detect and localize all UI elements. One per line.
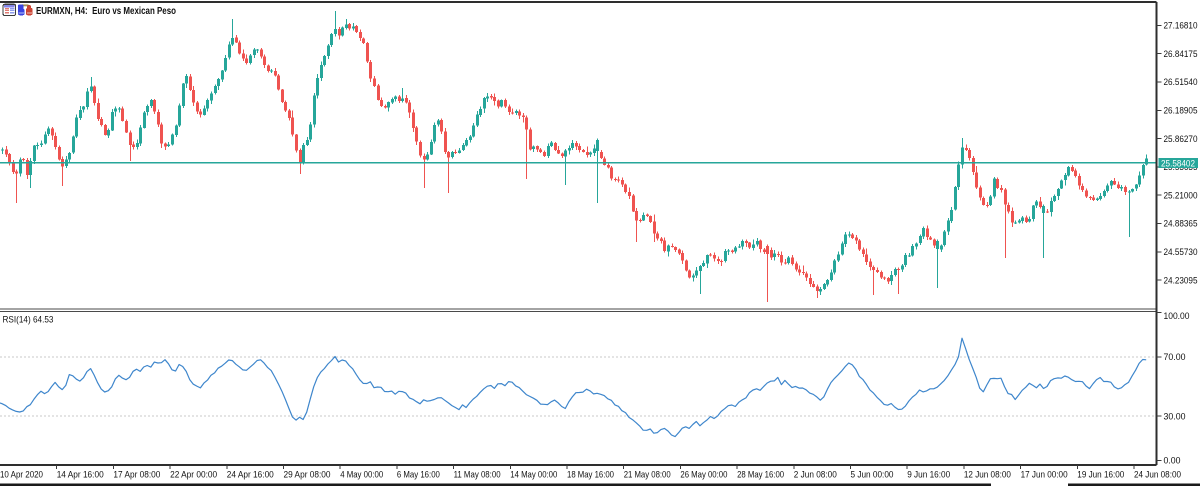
- svg-text:25.58402: 25.58402: [1161, 158, 1195, 168]
- svg-text:26.84175: 26.84175: [1164, 49, 1198, 59]
- svg-text:4 May 00:00: 4 May 00:00: [340, 470, 383, 480]
- svg-text:6 May 16:00: 6 May 16:00: [397, 470, 440, 480]
- svg-text:70.00: 70.00: [1164, 352, 1186, 362]
- svg-text:26.18905: 26.18905: [1164, 106, 1198, 116]
- svg-text:22 Apr 00:00: 22 Apr 00:00: [170, 470, 217, 480]
- svg-text:2 Jun 08:00: 2 Jun 08:00: [794, 470, 837, 480]
- svg-text:14 May 00:00: 14 May 00:00: [510, 470, 557, 480]
- svg-text:26 May 00:00: 26 May 00:00: [680, 470, 727, 480]
- svg-text:9 Jun 16:00: 9 Jun 16:00: [907, 470, 950, 480]
- svg-text:11 May 08:00: 11 May 08:00: [454, 470, 501, 480]
- svg-text:28 May 16:00: 28 May 16:00: [737, 470, 784, 480]
- svg-text:RSI(14) 64.53: RSI(14) 64.53: [3, 315, 54, 326]
- svg-text:25.86270: 25.86270: [1164, 134, 1198, 144]
- svg-text:27.16810: 27.16810: [1164, 21, 1198, 31]
- svg-text:100.00: 100.00: [1164, 311, 1190, 321]
- svg-text:24 Apr 16:00: 24 Apr 16:00: [227, 470, 274, 480]
- svg-text:10 Apr 2020: 10 Apr 2020: [0, 470, 43, 480]
- svg-text:EURMXN, H4: Euro vs Mexican P: EURMXN, H4: Euro vs Mexican Peso: [36, 6, 176, 17]
- svg-text:5 Jun 00:00: 5 Jun 00:00: [851, 470, 894, 480]
- svg-text:26.51540: 26.51540: [1164, 77, 1198, 87]
- svg-text:24.23095: 24.23095: [1164, 275, 1198, 285]
- svg-text:25.21000: 25.21000: [1164, 190, 1198, 200]
- svg-text:17 Jun 00:00: 17 Jun 00:00: [1021, 470, 1068, 480]
- svg-text:17 Apr 08:00: 17 Apr 08:00: [113, 470, 160, 480]
- svg-text:21 May 08:00: 21 May 08:00: [624, 470, 671, 480]
- svg-text:18 May 16:00: 18 May 16:00: [567, 470, 614, 480]
- svg-text:14 Apr 16:00: 14 Apr 16:00: [57, 470, 104, 480]
- svg-text:29 Apr 08:00: 29 Apr 08:00: [284, 470, 331, 480]
- svg-text:19 Jun 16:00: 19 Jun 16:00: [1077, 470, 1124, 480]
- svg-text:0.00: 0.00: [1164, 456, 1181, 466]
- svg-text:24.55730: 24.55730: [1164, 247, 1198, 257]
- svg-text:24 Jun 08:00: 24 Jun 08:00: [1134, 470, 1181, 480]
- svg-text:24.88365: 24.88365: [1164, 219, 1198, 229]
- svg-text:12 Jun 08:00: 12 Jun 08:00: [964, 470, 1011, 480]
- svg-text:30.00: 30.00: [1164, 411, 1186, 421]
